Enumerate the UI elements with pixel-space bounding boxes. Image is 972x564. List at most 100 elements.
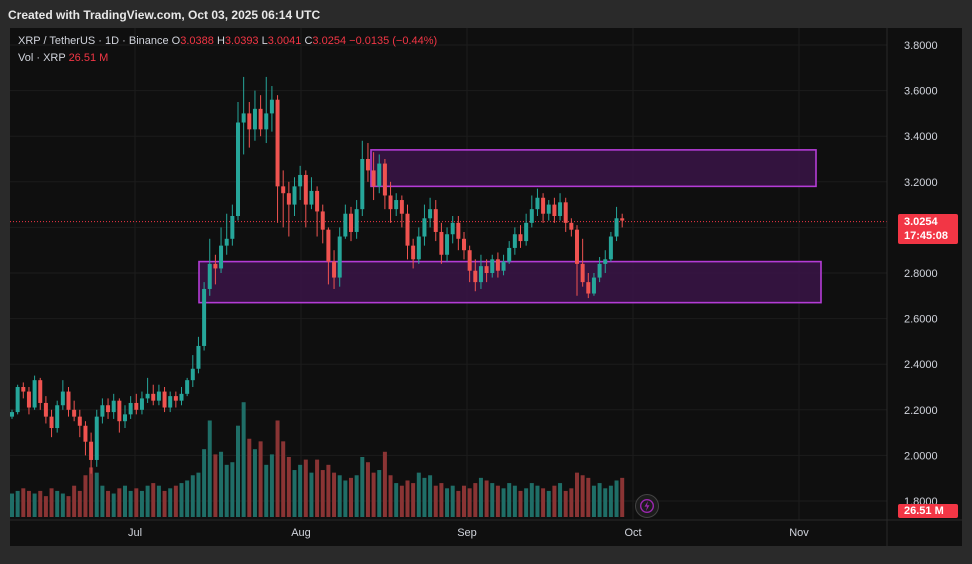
volume-bar [337,475,342,517]
candle-body [422,218,427,237]
volume-bar [21,488,26,517]
chart-panel[interactable]: 3.80003.60003.40003.20003.00002.80002.60… [10,28,962,546]
volume-bar [422,477,427,517]
candle-body [546,204,551,214]
volume-bar [309,472,314,517]
volume-bar [524,488,529,517]
candle-body [49,416,54,429]
candle-body [38,380,43,403]
candle-body [15,387,20,413]
volume-bar [89,467,94,517]
candle-body [111,400,116,413]
volume-bar [445,488,450,517]
candle-body [89,441,94,460]
close-label: C [304,35,313,47]
volume-bar [439,483,444,517]
volume-label[interactable]: Vol · XRP [18,52,66,64]
volume-bar [382,451,387,517]
volume-bar [326,464,331,517]
volume-bar [111,493,116,517]
volume-bar [168,488,173,517]
lightning-bolt-icon[interactable] [635,494,659,518]
volume-bar [541,488,546,517]
volume-bar [399,485,404,517]
candle-body [168,396,173,408]
candle-body [365,159,370,171]
candle-body [185,380,190,394]
candle-body [394,200,399,210]
volume-bar [546,490,551,517]
candle-body [586,282,591,294]
candle-body [236,122,240,216]
volume-bar [614,480,619,517]
lightning-bolt-glyph [640,499,654,513]
volume-bar [55,490,60,517]
volume-bar [603,488,608,517]
candle-body [354,209,359,232]
candle-body [21,387,26,392]
low-label: L [261,35,268,47]
volume-bar [156,485,161,517]
candle-body [529,209,534,223]
candle-body [60,391,65,406]
symbol-label[interactable]: XRP / TetherUS · 1D · Binance [18,35,169,47]
y-tick-label: 2.6000 [904,314,938,326]
volume-bar [575,472,579,517]
candle-body [275,99,280,187]
y-tick-label: 2.8000 [904,268,938,280]
volume-bar [388,475,393,517]
price-chart[interactable]: 3.80003.60003.40003.20003.00002.80002.60… [10,28,962,546]
candle-body [100,405,105,417]
candle-body [151,393,156,401]
candle-body [512,234,517,248]
volume-bar [490,483,495,517]
volume-bar [597,483,602,517]
bar-countdown: 17:45:08 [904,230,949,242]
volume-bar [456,490,461,517]
candle-body [173,396,178,401]
rectangle-zone[interactable] [198,260,822,304]
volume-bar [219,451,224,517]
y-tick-label: 3.2000 [904,177,938,189]
candle-body [106,405,111,413]
volume-bar [349,477,353,517]
volume-bar [433,485,438,517]
volume-bar [139,490,144,517]
y-tick-label: 3.8000 [904,40,938,52]
candle-body [123,414,127,422]
volume-bar [501,488,506,517]
candle-body [32,380,37,408]
candle-body [247,113,252,130]
candle-body [252,108,257,130]
candle-body [608,236,613,260]
volume-bar [478,477,483,517]
candle-body [117,400,122,422]
volume-bar [416,472,421,517]
candle-body [281,186,286,194]
candle-body [445,234,450,255]
rectangle-zone[interactable] [370,149,817,188]
y-tick-label: 2.0000 [904,450,938,462]
volume-legend: Vol · XRP 26.51 M [18,52,108,64]
volume-bar [66,496,71,517]
candle-body [507,247,512,262]
candle-body [241,113,246,123]
volume-bar [10,493,14,517]
candle-body [416,236,421,260]
low-value: 3.0041 [267,35,302,47]
x-tick-label: Jul [128,527,142,539]
volume-bar [512,485,517,517]
candle-body [196,345,201,369]
candle-body [428,209,433,219]
volume-bar [343,480,348,517]
volume-bar [315,459,320,517]
volume-bar [83,475,88,517]
y-tick-label: 2.2000 [904,405,938,417]
x-tick-label: Oct [624,527,641,539]
volume-bar [281,441,286,517]
candle-body [128,402,133,415]
candle-body [501,261,506,271]
volume-bar [94,472,99,517]
candle-body [580,263,585,283]
candle-body [298,174,303,187]
